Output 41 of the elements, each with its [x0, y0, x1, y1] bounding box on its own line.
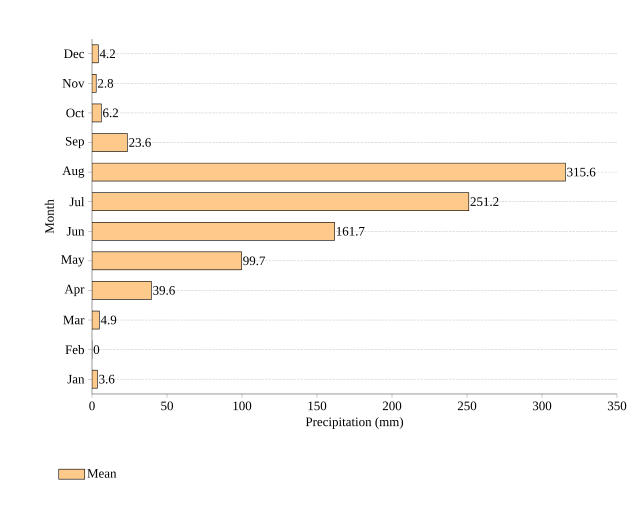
y-tick-label: Jun — [66, 226, 84, 236]
data-label: 2.8 — [98, 78, 114, 88]
data-label: 6.2 — [103, 108, 118, 118]
y-tick-label: Dec — [64, 49, 84, 58]
data-label: 3.6 — [99, 374, 114, 384]
y-tick-label: Mar — [63, 316, 84, 324]
data-label: 23.6 — [129, 138, 151, 147]
y-tick-label: Jan — [67, 374, 84, 384]
legend-label: Mean — [87, 469, 116, 478]
y-tick-label: Aug — [62, 166, 84, 178]
bar — [92, 222, 335, 241]
x-tick-label: 300 — [532, 402, 552, 410]
x-tick-label: 100 — [233, 402, 252, 410]
x-tick-label: 50 — [161, 402, 173, 410]
y-tick-label: Feb — [65, 345, 84, 354]
y-axis-title: Month — [44, 199, 54, 234]
y-tick-label: Oct — [66, 108, 84, 118]
y-tick-label: Sep — [66, 136, 84, 148]
bar — [92, 162, 566, 182]
data-label: 251.2 — [470, 197, 498, 206]
bar — [92, 281, 152, 300]
x-tick-label: 250 — [458, 402, 476, 410]
bar — [92, 252, 242, 270]
y-tick-label: Nov — [62, 79, 84, 88]
y-tick-label: May — [61, 255, 84, 266]
bar — [92, 133, 128, 152]
data-label: 315.6 — [567, 168, 596, 176]
x-tick-label: 150 — [308, 402, 326, 410]
data-label: 39.6 — [153, 286, 175, 295]
x-axis-title: Precipitation (mm) — [306, 417, 404, 429]
data-label: 0 — [94, 345, 100, 354]
data-label: 99.7 — [243, 256, 266, 266]
x-tick-label: 0 — [89, 402, 95, 410]
x-tick-label: 200 — [382, 402, 402, 410]
x-tick-label: 350 — [608, 402, 626, 410]
data-label: 161.7 — [336, 226, 365, 236]
y-tick-label: Jul — [70, 197, 84, 206]
data-label: 4.2 — [100, 49, 115, 58]
bar — [92, 192, 470, 211]
data-label: 4.9 — [100, 316, 116, 324]
y-tick-label: Apr — [64, 284, 84, 296]
